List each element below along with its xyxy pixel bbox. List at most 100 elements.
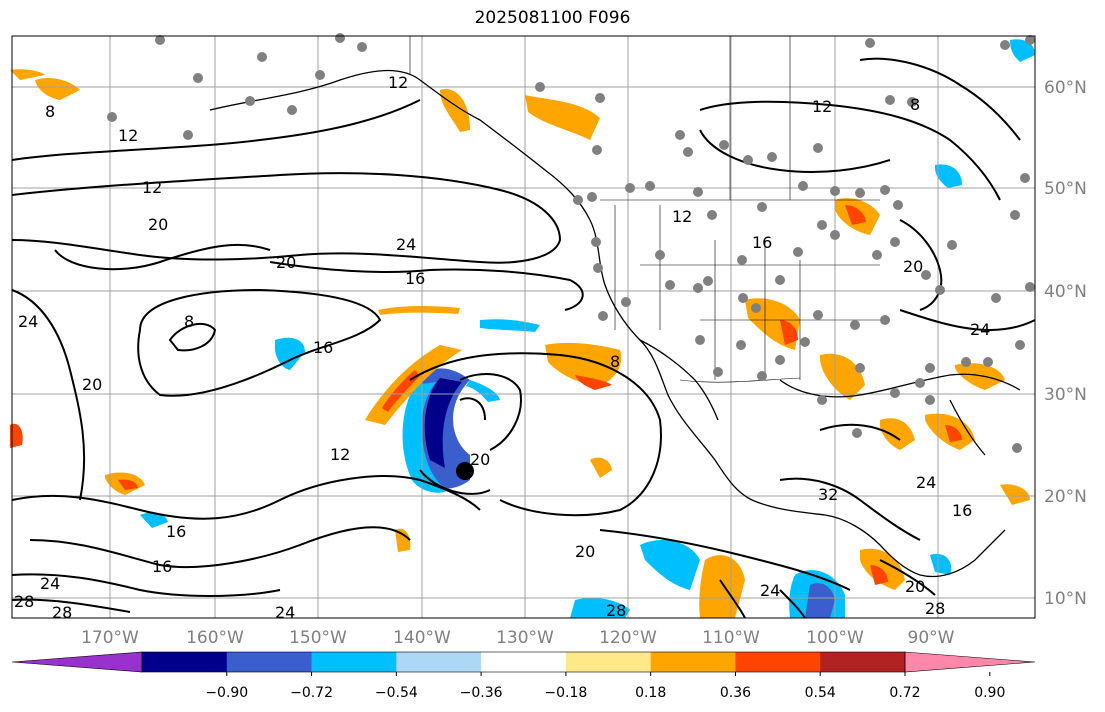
contour-label: 16 xyxy=(952,501,972,520)
negative-shading xyxy=(274,337,305,370)
map-title: 2025081100 F096 xyxy=(474,8,631,28)
contour-label: 20 xyxy=(276,253,296,272)
negative-shading xyxy=(930,553,952,575)
contour-label: 32 xyxy=(818,485,838,504)
colorbar-segment xyxy=(481,652,567,672)
contour-label: 8 xyxy=(610,352,620,371)
lat-label: 40°N xyxy=(1044,282,1087,302)
shading-layer xyxy=(10,39,1035,618)
colorbar-tick-label: −0.18 xyxy=(544,685,587,701)
colorbar-segment xyxy=(142,652,228,672)
contour-label: 20 xyxy=(470,450,490,469)
contour-label: 16 xyxy=(166,522,186,541)
contour-labels: 8 12 12 12 20 20 24 16 8 16 24 20 12 20 … xyxy=(14,73,990,622)
lon-label: 120°W xyxy=(599,628,657,648)
contour-label: 12 xyxy=(812,97,832,116)
negative-shading xyxy=(570,598,630,618)
lon-label: 90°W xyxy=(908,628,955,648)
contour-label: 12 xyxy=(142,178,162,197)
positive-shading-strong xyxy=(870,565,888,585)
lon-label: 110°W xyxy=(702,628,760,648)
positive-shading-strong xyxy=(945,425,962,442)
longitude-labels: 170°W 160°W 150°W 140°W 130°W 120°W 110°… xyxy=(81,628,955,648)
colorbar-outline xyxy=(141,651,906,673)
contour-label: 24 xyxy=(18,312,38,331)
colorbar-extend-low xyxy=(11,651,143,673)
contour-label: 24 xyxy=(760,581,780,600)
positive-shading xyxy=(545,342,622,385)
positive-shading-strong xyxy=(780,320,798,345)
contour-label: 24 xyxy=(970,320,990,339)
contour-label: 20 xyxy=(82,375,102,394)
positive-shading-strong xyxy=(10,423,23,448)
negative-shading-edge xyxy=(402,382,448,493)
colorbar-segment xyxy=(226,652,313,672)
contour-label: 24 xyxy=(40,574,60,593)
contour-label: 20 xyxy=(905,577,925,596)
contour-label: 24 xyxy=(396,235,416,254)
contour-label: 16 xyxy=(752,233,772,252)
lon-label: 160°W xyxy=(186,628,244,648)
positive-shading xyxy=(955,363,1005,390)
colorbar xyxy=(11,651,1036,673)
positive-shading xyxy=(378,305,460,315)
negative-shading-edge xyxy=(466,380,500,402)
positive-shading xyxy=(590,457,612,478)
colorbar-tick-label: 0.72 xyxy=(889,685,920,701)
contour-lines xyxy=(11,57,1036,619)
contour-label: 20 xyxy=(903,257,923,276)
graticule xyxy=(12,36,1035,618)
colorbar-segment xyxy=(650,652,736,672)
positive-shading xyxy=(820,353,865,400)
colorbar-segment xyxy=(820,652,906,672)
coastlines xyxy=(209,69,1021,578)
lat-label: 10°N xyxy=(1044,589,1087,609)
positive-shading xyxy=(10,69,45,80)
colorbar-tick-label: −0.54 xyxy=(375,685,418,701)
contour-label: 28 xyxy=(925,599,945,618)
contour-label: 8 xyxy=(910,95,920,114)
negative-shading-core xyxy=(805,583,835,618)
colorbar-tick-label: 0.18 xyxy=(635,685,666,701)
lon-label: 170°W xyxy=(81,628,139,648)
positive-shading-strong xyxy=(575,375,612,390)
contour-label: 20 xyxy=(148,215,168,234)
colorbar-segment xyxy=(311,652,397,672)
lon-label: 140°W xyxy=(393,628,451,648)
contour-label: 28 xyxy=(606,601,626,620)
lat-label: 60°N xyxy=(1044,78,1087,98)
contour-label: 8 xyxy=(184,312,194,331)
contour-label: 16 xyxy=(405,269,425,288)
positive-shading xyxy=(880,418,915,450)
colorbar-tick-label: −0.90 xyxy=(205,685,248,701)
positive-shading-strong xyxy=(118,479,138,490)
contour-label: 16 xyxy=(152,557,172,576)
negative-shading xyxy=(1010,39,1035,62)
positive-shading xyxy=(525,95,600,140)
colorbar-tick-label: 0.90 xyxy=(974,685,1005,701)
positive-shading xyxy=(699,555,745,618)
colorbar-tick-label: −0.36 xyxy=(460,685,503,701)
contour-label: 12 xyxy=(672,207,692,226)
contour-label: 12 xyxy=(330,445,350,464)
contour-label: 24 xyxy=(275,603,295,622)
positive-shading-strong xyxy=(845,205,866,225)
negative-shading-deep xyxy=(424,378,462,468)
colorbar-tick-label: 0.36 xyxy=(720,685,751,701)
colorbar-extend-high xyxy=(904,651,1036,673)
lat-label: 20°N xyxy=(1044,487,1087,507)
colorbar-tick-label: 0.54 xyxy=(805,685,836,701)
lon-label: 130°W xyxy=(496,628,554,648)
contour-label: 16 xyxy=(313,338,333,357)
colorbar-tick-labels: −0.90 −0.72 −0.54 −0.36 −0.18 0.18 0.36 0.54 0.7… xyxy=(205,672,1005,701)
political-borders xyxy=(409,36,880,383)
contour-label: 24 xyxy=(916,473,936,492)
contour-label: 28 xyxy=(52,603,72,622)
contour-label: 8 xyxy=(45,102,55,121)
positive-shading xyxy=(1000,484,1030,505)
contour-label: 28 xyxy=(14,592,34,611)
storm-center-marker xyxy=(456,462,474,480)
latitude-labels: 60°N 50°N 40°N 30°N 20°N 10°N xyxy=(1044,78,1087,609)
lat-label: 50°N xyxy=(1044,179,1087,199)
